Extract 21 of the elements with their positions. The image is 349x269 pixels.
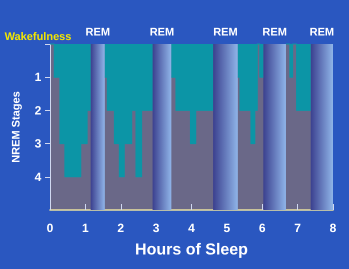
- y-axis-title: NREM Stages: [10, 91, 22, 163]
- x-tick-label: 8: [330, 221, 337, 235]
- x-tick-label: 7: [294, 221, 302, 235]
- x-tick-label: 0: [46, 221, 54, 235]
- y-tick-label: Wakefulness: [4, 31, 72, 43]
- band-label: REM: [86, 26, 110, 38]
- y-tick-label: 1: [34, 70, 42, 84]
- x-tick-label: 2: [117, 221, 124, 235]
- y-tick-label: 2: [34, 103, 42, 118]
- band-label: REM: [262, 26, 287, 38]
- x-axis-title: Hours of Sleep: [135, 242, 248, 258]
- band-label: REM: [310, 26, 334, 38]
- x-tick-label: 3: [152, 221, 160, 235]
- y-tick-label: 3: [34, 136, 42, 151]
- y-tick-label: 4: [34, 170, 42, 184]
- x-tick-label: 4: [188, 221, 196, 235]
- x-tick-label: 1: [82, 221, 90, 235]
- band-label: REM: [213, 26, 238, 38]
- x-tick-label: 5: [224, 221, 231, 235]
- x-tick-label: 6: [258, 221, 266, 235]
- band-label: REM: [150, 26, 174, 38]
